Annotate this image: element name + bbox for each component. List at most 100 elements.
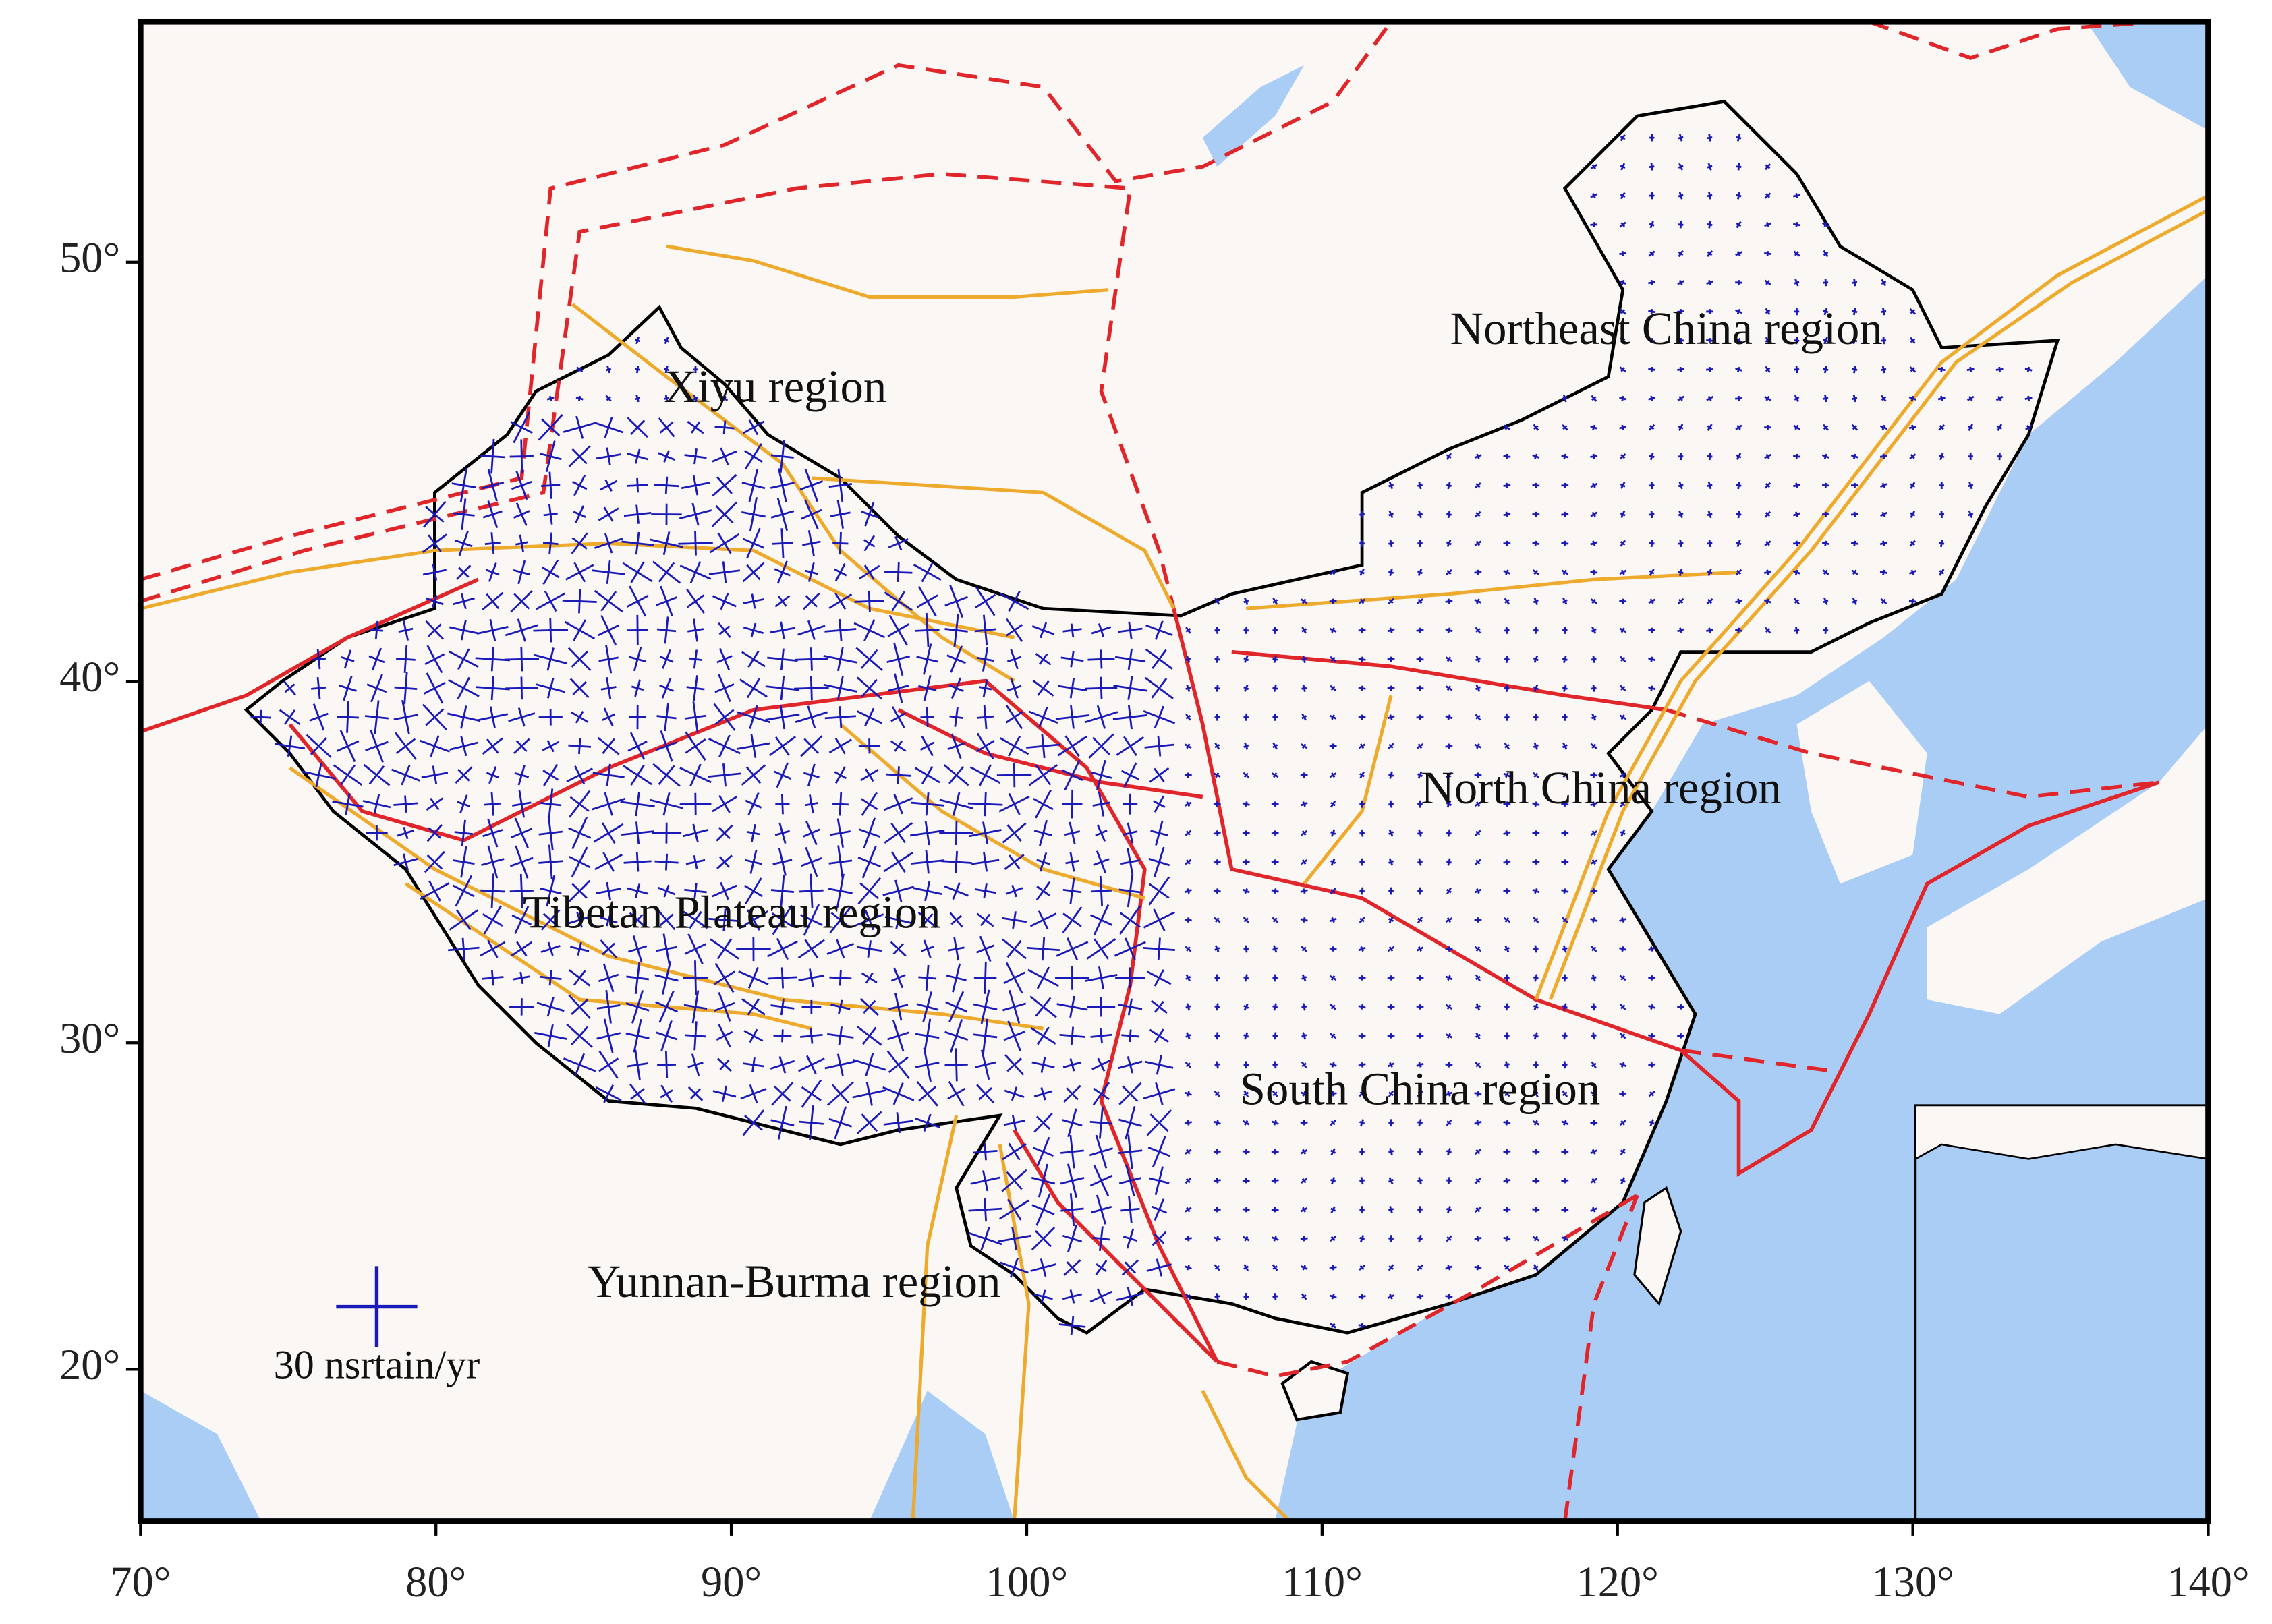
strain-axis xyxy=(1070,623,1075,637)
strain-axis xyxy=(1301,687,1307,690)
strain-axis xyxy=(511,914,532,926)
strain-axis xyxy=(1153,800,1166,808)
strain-axis xyxy=(511,480,532,490)
fault xyxy=(140,20,1393,581)
strain-axis xyxy=(1475,657,1481,662)
strain-axis xyxy=(1002,1002,1027,1012)
strain-axis xyxy=(513,569,530,576)
strain-axis xyxy=(810,676,813,701)
strain-axis xyxy=(1154,1000,1164,1013)
strain-axis xyxy=(1477,569,1479,575)
strain-axis xyxy=(635,531,640,555)
strain-axis xyxy=(1186,1091,1190,1097)
strain-axis xyxy=(1008,591,1021,612)
strain-axis xyxy=(1156,1055,1162,1075)
strain-axis xyxy=(510,421,533,434)
strain-axis xyxy=(1245,1149,1248,1155)
strain-axis xyxy=(1707,165,1713,169)
strain-axis xyxy=(1823,251,1829,256)
strain-axis xyxy=(780,967,785,989)
scale-label: 30 nsrtain/yr xyxy=(274,1343,480,1388)
strain-axis xyxy=(1062,1234,1083,1243)
strain-axis xyxy=(1330,1179,1336,1183)
map-frame xyxy=(138,18,2211,1524)
strain-axis xyxy=(1359,1236,1365,1241)
strain-axis xyxy=(1475,540,1481,546)
strain-axis xyxy=(1533,976,1539,980)
strain-axis xyxy=(541,566,560,579)
strain-axis xyxy=(1214,1265,1220,1271)
strain-axis xyxy=(1359,513,1365,516)
strain-axis xyxy=(571,1026,589,1046)
strain-axis xyxy=(1533,569,1539,575)
strain-axis xyxy=(1620,193,1626,198)
strain-axis xyxy=(1360,656,1364,662)
strain-axis xyxy=(1707,223,1713,227)
strain-axis xyxy=(1118,1177,1141,1185)
strain-axis xyxy=(1592,917,1596,923)
strain-axis xyxy=(867,940,872,958)
strain-axis xyxy=(1007,735,1021,757)
strain-axis xyxy=(1302,801,1306,807)
strain-axis xyxy=(807,705,816,729)
strain-axis xyxy=(487,939,499,958)
strain-axis xyxy=(513,593,530,610)
strain-axis xyxy=(1274,830,1277,836)
strain-axis xyxy=(979,913,991,927)
strain-axis xyxy=(838,1026,843,1045)
strain-axis xyxy=(1969,366,1972,372)
strain-axis xyxy=(974,1061,996,1068)
strain-axis xyxy=(1150,830,1168,836)
strain-axis xyxy=(1186,801,1191,807)
strain-axis xyxy=(1707,425,1713,430)
strain-axis xyxy=(772,542,793,545)
strain-axis xyxy=(339,684,357,692)
strain-axis xyxy=(401,765,411,786)
china-outline xyxy=(244,99,2060,1335)
strain-axis xyxy=(1852,281,1858,284)
strain-axis xyxy=(1476,453,1480,459)
strain-axis xyxy=(1214,1005,1220,1009)
strain-axis xyxy=(751,1057,756,1072)
strain-axis xyxy=(664,368,670,372)
strain-axis xyxy=(1562,1063,1568,1066)
strain-axis xyxy=(1678,279,1683,285)
strain-axis xyxy=(944,628,968,633)
strain-axis xyxy=(457,648,470,670)
strain-axis xyxy=(1475,946,1481,952)
strain-axis xyxy=(366,683,387,693)
strain-axis xyxy=(1649,1091,1655,1097)
strain-axis xyxy=(1388,1150,1394,1154)
strain-axis xyxy=(1650,685,1653,691)
strain-axis xyxy=(714,683,735,693)
strain-axis xyxy=(1620,1033,1626,1039)
strain-axis xyxy=(690,1088,701,1099)
strain-axis xyxy=(1852,425,1858,430)
strain-axis xyxy=(1243,1265,1249,1270)
strain-axis xyxy=(1033,830,1053,837)
strain-axis xyxy=(1388,918,1394,922)
strain-axis xyxy=(309,712,329,722)
strain-axis xyxy=(1940,366,1943,372)
strain-axis xyxy=(1910,569,1915,575)
strain-axis xyxy=(1388,1237,1394,1240)
strain-axis xyxy=(892,943,905,955)
strain-axis xyxy=(1736,366,1741,372)
strain-axis xyxy=(1476,1265,1480,1271)
strain-axis xyxy=(1330,860,1336,864)
strain-axis xyxy=(1388,743,1394,749)
strain-axis xyxy=(546,678,555,699)
strain-axis xyxy=(1330,772,1336,778)
strain-axis xyxy=(1591,396,1597,401)
fault xyxy=(140,172,1176,609)
region-label: Yunnan-Burma region xyxy=(588,1256,1001,1307)
strain-axis xyxy=(571,650,588,668)
fault xyxy=(1303,695,1393,885)
strain-axis xyxy=(1244,1120,1249,1126)
strain-axis xyxy=(801,1086,822,1101)
strain-axis xyxy=(635,368,641,371)
strain-axis xyxy=(427,623,442,637)
strain-axis xyxy=(1794,251,1799,256)
strain-axis xyxy=(1620,454,1626,459)
strain-axis xyxy=(1185,657,1191,661)
